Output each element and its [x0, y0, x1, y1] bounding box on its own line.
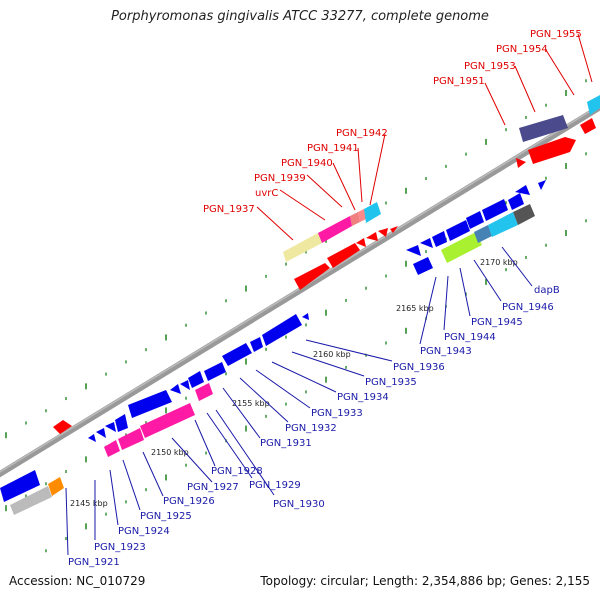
gene-uvrC[interactable] — [318, 216, 352, 243]
gene-blue-r3[interactable] — [466, 211, 484, 229]
gene-pgn-1940[interactable] — [358, 209, 366, 222]
gene-red-f[interactable] — [390, 226, 398, 233]
label-pgn-1951[interactable]: PGN_1951 — [433, 76, 485, 87]
gene-blue-r5[interactable] — [508, 193, 524, 210]
label-pgn-1946[interactable]: PGN_1946 — [502, 302, 554, 313]
gene-pgn-1925[interactable] — [105, 422, 116, 432]
gene-pgn-1933[interactable] — [250, 337, 263, 352]
gene-blue-r4[interactable] — [482, 199, 508, 221]
gene-blue-r1[interactable] — [432, 231, 447, 247]
gene-pgn-1945[interactable] — [474, 225, 492, 243]
gene-pgn-1942[interactable] — [364, 202, 381, 223]
gene-pgn-1939[interactable] — [350, 212, 360, 226]
gene-pgn-1921[interactable] — [0, 470, 40, 502]
genome-summary-text: Topology: circular; Length: 2,354,886 bp… — [260, 574, 590, 588]
gene-pgn-1930[interactable] — [188, 371, 204, 388]
scale-label-2165: 2165 kbp — [396, 304, 434, 313]
gene-red-e[interactable] — [378, 228, 388, 237]
gene-pgn-1926[interactable] — [115, 414, 128, 432]
reverse-leaders — [65, 246, 533, 556]
forward-genes — [53, 95, 600, 434]
label-pgn-1954[interactable]: PGN_1954 — [496, 44, 548, 55]
label-pgn-1935[interactable]: PGN_1935 — [365, 377, 417, 388]
scale-label-2170: 2170 kbp — [480, 258, 518, 267]
label-pgn-1937[interactable]: PGN_1937 — [203, 204, 255, 215]
label-pgn-1925[interactable]: PGN_1925 — [140, 511, 192, 522]
label-pgn-1927[interactable]: PGN_1927 — [187, 482, 239, 493]
gene-blue-r7[interactable] — [538, 180, 546, 190]
label-uvrc[interactable]: uvrC — [255, 188, 278, 199]
gene-blue-r2[interactable] — [446, 220, 470, 241]
label-pgn-1939[interactable]: PGN_1939 — [254, 173, 306, 184]
gene-pgn-1923[interactable] — [88, 434, 96, 442]
gene-pgn-1924[interactable] — [96, 428, 106, 438]
gene-dapB[interactable] — [513, 204, 535, 225]
label-pgn-1945[interactable]: PGN_1945 — [471, 317, 523, 328]
label-pgn-1944[interactable]: PGN_1944 — [444, 332, 496, 343]
label-pgn-1943[interactable]: PGN_1943 — [420, 346, 472, 357]
label-pgn-1930[interactable]: PGN_1930 — [273, 499, 325, 510]
gene-pgn-1927[interactable] — [128, 390, 172, 418]
gene-pgn-1951[interactable] — [519, 115, 568, 142]
accession-text: Accession: NC_010729 — [9, 574, 146, 588]
gene-red-b[interactable] — [327, 243, 360, 268]
label-pgn-1933[interactable]: PGN_1933 — [311, 408, 363, 419]
gene-pink-3[interactable] — [140, 403, 195, 438]
gene-pgn-1937[interactable] — [283, 233, 322, 262]
gene-pgn-1934[interactable] — [262, 314, 302, 346]
gene-pgn-1931[interactable] — [204, 362, 226, 381]
gene-pgn-1935[interactable] — [302, 313, 309, 320]
gene-pgn-1932[interactable] — [222, 343, 252, 366]
forward-leaders — [256, 33, 593, 241]
gene-pink-2[interactable] — [118, 428, 144, 450]
label-pgn-1929[interactable]: PGN_1929 — [249, 480, 301, 491]
gene-red-a[interactable] — [294, 263, 330, 290]
genome-backbone — [0, 103, 600, 478]
label-pgn-1928[interactable]: PGN_1928 — [211, 466, 263, 477]
label-pgn-1921[interactable]: PGN_1921 — [68, 557, 120, 568]
gene-pink-1[interactable] — [104, 440, 120, 457]
gene-pink-4[interactable] — [195, 383, 213, 401]
label-pgn-1942[interactable]: PGN_1942 — [336, 128, 388, 139]
label-pgn-1936[interactable]: PGN_1936 — [393, 362, 445, 373]
gene-blue-r6[interactable] — [515, 185, 530, 195]
label-pgn-1940[interactable]: PGN_1940 — [281, 158, 333, 169]
gene-pgn-1944[interactable] — [441, 232, 482, 263]
gene-orange[interactable] — [48, 477, 64, 496]
label-dapb[interactable]: dapB — [534, 285, 560, 296]
reverse-genes — [0, 180, 546, 515]
gene-pgn-1953[interactable] — [528, 137, 576, 164]
gene-pgn-1943b[interactable] — [420, 238, 433, 248]
gene-pgn-1936[interactable] — [413, 257, 433, 275]
scale-label-2160: 2160 kbp — [313, 350, 351, 359]
map-title: Porphyromonas gingivalis ATCC 33277, com… — [111, 9, 489, 24]
gene-gray[interactable] — [10, 486, 52, 515]
label-pgn-1941[interactable]: PGN_1941 — [307, 143, 359, 154]
gene-pgn-1943[interactable] — [406, 245, 421, 256]
gene-pgn-1946[interactable] — [488, 212, 518, 237]
label-pgn-1932[interactable]: PGN_1932 — [285, 423, 337, 434]
label-pgn-1953[interactable]: PGN_1953 — [464, 61, 516, 72]
gene-pgn-1954[interactable] — [580, 118, 596, 134]
label-pgn-1924[interactable]: PGN_1924 — [118, 526, 170, 537]
label-pgn-1923[interactable]: PGN_1923 — [94, 542, 146, 553]
gene-red-single[interactable] — [53, 420, 72, 434]
scale-label-2145: 2145 kbp — [70, 499, 108, 508]
scale-label-2155: 2155 kbp — [232, 399, 270, 408]
gene-red-small-a[interactable] — [516, 158, 526, 168]
gene-red-d[interactable] — [366, 232, 378, 241]
gene-red-c[interactable] — [356, 238, 366, 247]
gene-pgn-1955[interactable] — [587, 95, 600, 115]
scale-label-2150: 2150 kbp — [151, 448, 189, 457]
gene-pgn-1928[interactable] — [170, 384, 181, 394]
label-pgn-1926[interactable]: PGN_1926 — [163, 496, 215, 507]
label-pgn-1934[interactable]: PGN_1934 — [337, 392, 389, 403]
gene-pgn-1929[interactable] — [180, 380, 190, 390]
label-pgn-1931[interactable]: PGN_1931 — [260, 438, 312, 449]
label-pgn-1955[interactable]: PGN_1955 — [530, 29, 582, 40]
